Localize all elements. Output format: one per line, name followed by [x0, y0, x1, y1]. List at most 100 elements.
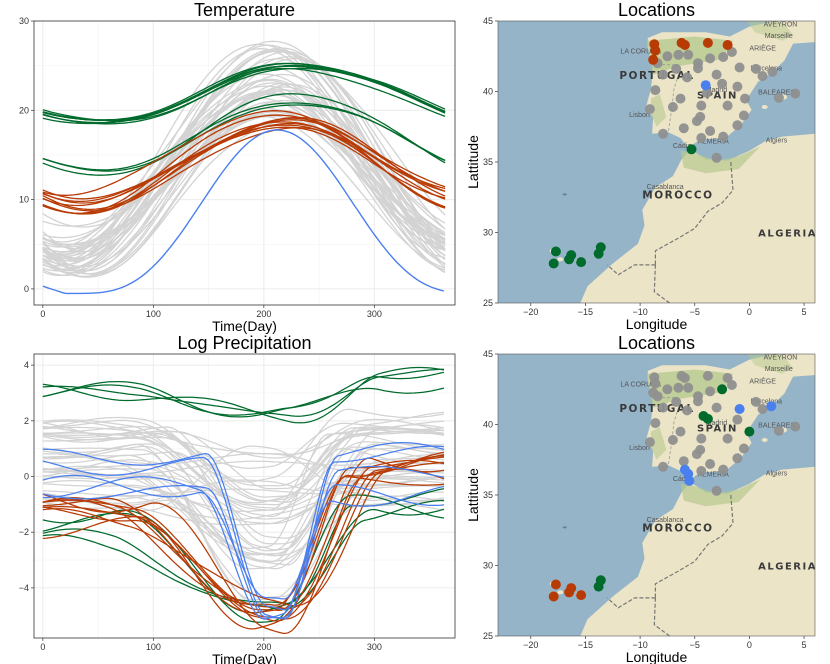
country-label-morocco: MOROCCO [642, 190, 713, 202]
x-axis-label: Time(Day) [212, 651, 277, 664]
location-point-gray [682, 405, 693, 416]
location-point-blue [679, 464, 690, 475]
x-tick-label: 100 [146, 642, 161, 652]
precip-curve-green [42, 366, 445, 424]
plot-border [33, 20, 456, 306]
location-point-gray [702, 370, 713, 381]
location-point-gray [644, 437, 655, 448]
city-label-algiers: Algiers [766, 137, 788, 144]
city-label-algiers: Algiers [766, 470, 788, 477]
x-tick-label: −5 [690, 307, 700, 317]
location-point-gray [682, 72, 693, 83]
location-point-gray [662, 384, 673, 395]
location-point-gray [722, 433, 733, 444]
location-point-gray [717, 78, 728, 89]
precip-curve-gray [42, 464, 445, 520]
city-label-barcelona: Barcelona [751, 398, 783, 405]
location-point-blue [734, 404, 745, 414]
precip-curve-gray [42, 422, 445, 551]
location-point-red [566, 583, 577, 594]
x-tick-label: 100 [146, 309, 161, 319]
temperature-curve-red [42, 119, 446, 200]
location-point-gray [696, 433, 707, 444]
precip-curve-blue [42, 474, 445, 600]
chart-title: Locations [618, 0, 695, 20]
temperature-curve-blue [42, 129, 445, 295]
location-point-gray [711, 485, 722, 496]
location-point-gray [751, 63, 761, 74]
location-point-gray [673, 49, 684, 60]
location-point-green [717, 384, 728, 395]
x-tick-label: −15 [578, 307, 593, 317]
y-tick-label: 2 [24, 416, 29, 426]
temperature-curve-green [42, 102, 446, 171]
location-point-gray [718, 131, 729, 142]
border-morocco-algeria [654, 494, 734, 598]
city-label-madrid: Madrid [706, 87, 728, 94]
y-tick-label: 0 [24, 284, 29, 294]
city-label-cadiz: Cádiz [673, 476, 691, 483]
location-point-gray [658, 69, 669, 80]
location-point-gray [683, 382, 694, 393]
precip-curves [42, 366, 445, 635]
balearic-island [761, 105, 768, 110]
green-france [747, 354, 794, 374]
precip-curve-gray [42, 485, 445, 497]
location-point-gray [732, 453, 743, 464]
y-tick-label: 25 [483, 631, 493, 641]
location-point-gray [644, 104, 655, 115]
precip-curve-gray [42, 453, 445, 471]
x-axis-label: Time(Day) [212, 318, 277, 334]
precip-curve-green [42, 380, 445, 418]
chart-title: Temperature [194, 0, 295, 20]
location-point-green [576, 257, 587, 268]
country-label-spain: SPAIN [697, 91, 738, 102]
location-point-gray [757, 404, 768, 414]
y-tick-label: 0 [24, 472, 29, 482]
location-point-red [650, 45, 661, 56]
location-point-gray [773, 92, 784, 103]
y-tick-label: 25 [483, 298, 493, 308]
location-point-red [648, 54, 659, 65]
border-portugal-spain [652, 397, 681, 465]
y-tick-label: 4 [24, 360, 29, 370]
y-tick-label: 10 [19, 195, 29, 205]
location-point-gray [711, 69, 722, 80]
location-point-gray [678, 456, 689, 467]
location-point-gray [711, 152, 722, 163]
location-point-gray [696, 133, 707, 143]
precip-curve-gray [42, 425, 445, 545]
location-point-gray [701, 87, 712, 98]
precip-curve-gray [42, 475, 445, 512]
location-point-gray [726, 380, 737, 390]
location-point-gray [705, 386, 716, 397]
canary-island [557, 590, 564, 595]
location-point-gray [751, 396, 761, 407]
city-label-cadiz: Cádiz [673, 143, 691, 150]
precip-curve-gray [42, 436, 444, 498]
temperature-curve-gray [42, 97, 446, 271]
location-point-green [744, 426, 755, 437]
x-tick-label: −20 [523, 307, 538, 317]
location-point-red [722, 40, 733, 50]
location-point-gray [722, 100, 733, 111]
location-point-gray [652, 391, 663, 402]
location-point-red [576, 590, 587, 601]
location-point-gray [790, 88, 801, 99]
location-point-green [595, 242, 606, 253]
y-tick-label: 30 [483, 228, 493, 238]
precip-curve-gray [42, 411, 445, 503]
x-axis-label: Longitude [626, 649, 688, 664]
x-tick-label: −10 [632, 640, 647, 650]
city-label-casablanca: Casablanca [647, 517, 684, 524]
city-label-ariege: ARIÈGE [749, 44, 776, 53]
precip-curve-red [42, 461, 445, 620]
madeira-island [562, 526, 567, 529]
city-label-almeria: ALMERÍA [698, 470, 729, 479]
y-tick-label: 35 [483, 490, 493, 500]
x-tick-label: −20 [523, 640, 538, 650]
city-label-la-coruna: LA CORUÑA [620, 379, 661, 388]
location-point-gray [718, 52, 729, 62]
plot-border [33, 353, 456, 639]
location-point-gray [705, 126, 716, 136]
